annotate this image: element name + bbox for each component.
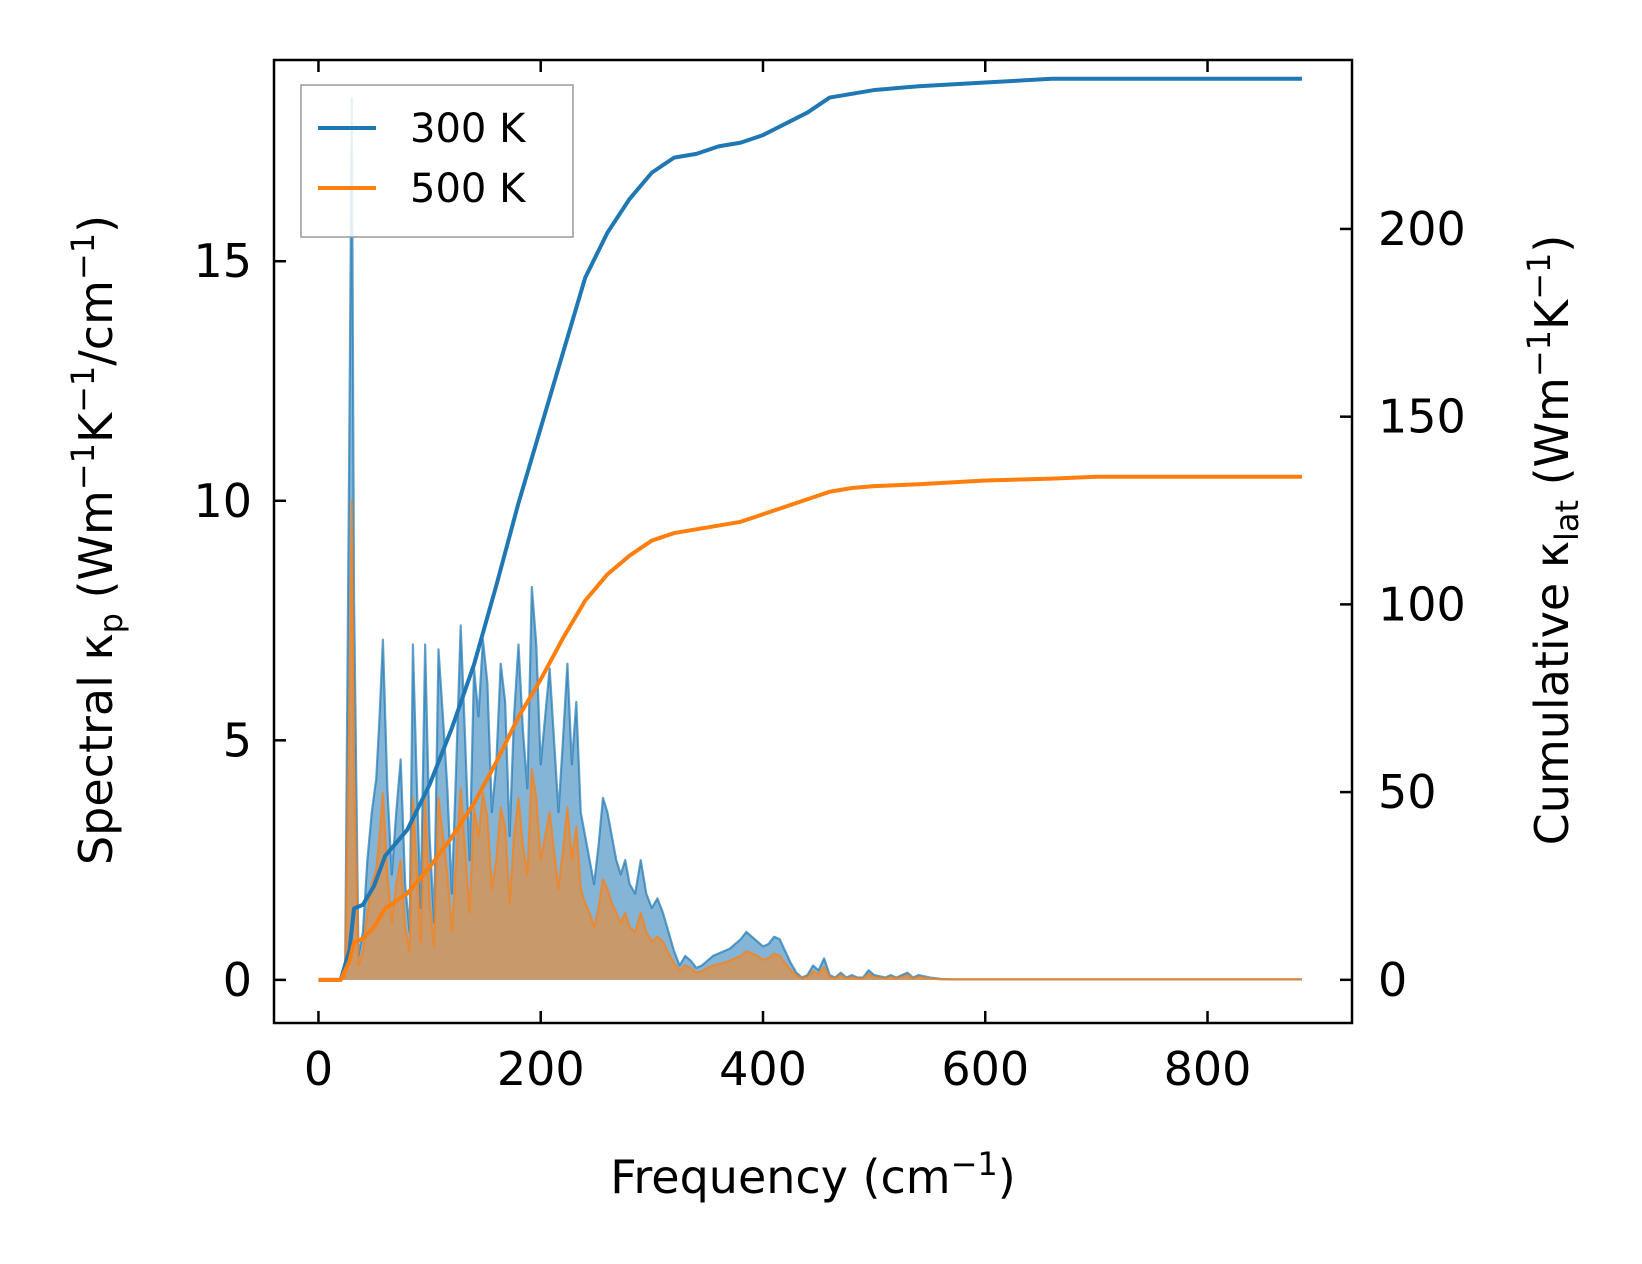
- y-left-tick-label: 10: [193, 474, 252, 528]
- spectral-line-500k: [318, 499, 1302, 981]
- legend: 300 K 500 K: [300, 84, 574, 238]
- y-left-tick-label: 0: [223, 953, 252, 1007]
- spectral-fill-300k: [318, 98, 1302, 980]
- y-right-axis-label: Cumulative κlat (Wm−1K−1): [1520, 235, 1586, 846]
- y-right-tick-label: 0: [1378, 953, 1407, 1007]
- y-right-tick-label: 50: [1378, 765, 1437, 819]
- y-right-tick-label: 100: [1378, 577, 1466, 631]
- x-tick-label: 400: [719, 1042, 807, 1096]
- legend-label-500k: 500 K: [410, 166, 527, 212]
- legend-label-300k: 300 K: [410, 106, 527, 152]
- y-right-tick-label: 200: [1378, 202, 1466, 256]
- y-left-tick-label: 5: [223, 713, 252, 767]
- y-left-tick-label: 15: [193, 234, 252, 288]
- x-tick-label: 0: [304, 1042, 333, 1096]
- y-left-axis-label: Spectral κp (Wm−1K−1/cm−1): [64, 215, 130, 865]
- x-tick-label: 200: [497, 1042, 585, 1096]
- cumulative-line-500k: [318, 474, 1302, 982]
- y-right-tick-label: 150: [1378, 390, 1466, 444]
- plot-layer: [318, 76, 1302, 982]
- cumulative-line-300k: [318, 76, 1302, 982]
- x-axis-label: Frequency (cm−1): [610, 1145, 1015, 1204]
- spectral-fill-500k: [318, 500, 1302, 980]
- plot-frame: [272, 58, 1354, 1025]
- x-tick-label: 600: [941, 1042, 1029, 1096]
- legend-box: [300, 84, 574, 238]
- x-tick-label: 800: [1164, 1042, 1252, 1096]
